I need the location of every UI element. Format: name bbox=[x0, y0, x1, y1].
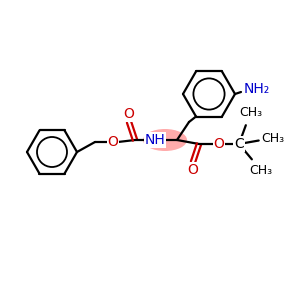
Text: O: O bbox=[214, 137, 224, 151]
Text: O: O bbox=[188, 163, 198, 177]
Ellipse shape bbox=[143, 129, 187, 151]
Text: CH₃: CH₃ bbox=[261, 132, 284, 145]
Text: C: C bbox=[234, 137, 244, 151]
Text: O: O bbox=[124, 107, 134, 121]
Text: CH₃: CH₃ bbox=[249, 164, 272, 176]
Text: NH₂: NH₂ bbox=[244, 82, 270, 96]
Text: CH₃: CH₃ bbox=[239, 106, 262, 118]
Text: O: O bbox=[108, 135, 118, 149]
Text: NH: NH bbox=[145, 133, 165, 147]
